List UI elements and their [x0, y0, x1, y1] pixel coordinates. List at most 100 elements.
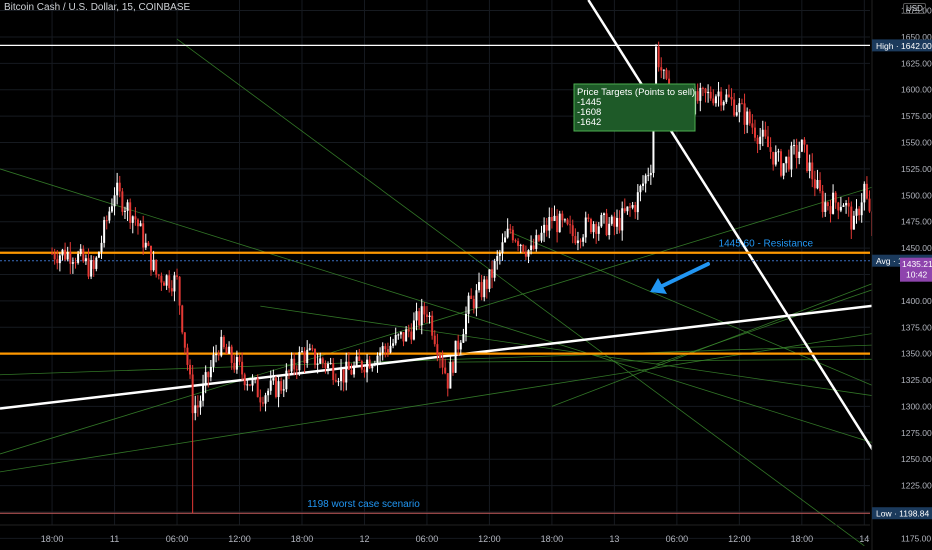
- candle-body: [116, 182, 119, 196]
- candle-body: [121, 191, 124, 212]
- candle-body: [532, 245, 535, 249]
- trendline-green: [551, 260, 932, 407]
- candle-body: [215, 354, 218, 356]
- candle-body: [170, 288, 173, 292]
- price-targets-line: Price Targets (Points to sell): [577, 87, 695, 98]
- candle-body: [327, 363, 330, 369]
- time-axis[interactable]: 18:00 11 06:00 12:00 18:00 12 06:00 12:00 18:00 1…: [0, 524, 870, 544]
- candle-body: [735, 112, 738, 116]
- trendline-green: [176, 38, 865, 547]
- candle-body: [181, 305, 184, 333]
- candle-body: [136, 219, 139, 227]
- candle-body: [709, 91, 712, 99]
- candle-body: [261, 402, 264, 404]
- candle-body: [576, 240, 579, 244]
- level-tag-background: [872, 507, 932, 520]
- candle-body: [597, 226, 600, 234]
- x-tick-label: 18:00: [41, 534, 64, 544]
- y-tick-label: 1525.00: [901, 164, 932, 174]
- candle-body: [274, 378, 277, 398]
- candle-body: [368, 359, 371, 369]
- candle-body: [582, 237, 585, 242]
- candle-body: [61, 249, 64, 256]
- symbol-title: Bitcoin Cash / U.S. Dollar, 15, COINBASE: [4, 2, 191, 13]
- candle-body: [332, 363, 335, 381]
- x-tick-label: 13: [609, 534, 619, 544]
- y-tick-label: 1675.00: [901, 6, 932, 16]
- price-axis[interactable]: 1675.00 1650.00 1625.00 1600.00 1575.00 1550.…: [871, 0, 932, 550]
- candle-body: [795, 145, 798, 159]
- candle-body: [277, 381, 280, 398]
- candle-body: [819, 180, 822, 192]
- candle-body: [712, 98, 715, 104]
- candle-body: [459, 342, 462, 350]
- candle-body: [152, 259, 155, 271]
- candle-body: [662, 69, 665, 71]
- candle-body: [535, 235, 538, 249]
- candle-body: [241, 361, 244, 375]
- candle-body: [579, 240, 582, 242]
- candle-body: [371, 365, 374, 369]
- level-tag-text: High · 1642.00: [876, 41, 932, 51]
- trendline-green: [0, 342, 932, 376]
- candle-body: [64, 249, 67, 260]
- candle-body: [806, 144, 809, 171]
- candle-body: [738, 103, 741, 113]
- candle-body: [384, 346, 387, 350]
- x-tick-label: 18:00: [291, 534, 314, 544]
- candle-body: [407, 329, 410, 332]
- candle-body: [321, 358, 324, 363]
- x-tick-label: 06:00: [666, 534, 689, 544]
- candle-body: [491, 269, 494, 278]
- candle-body: [511, 229, 514, 241]
- arrow-head-icon: [650, 278, 667, 294]
- candle-body: [649, 172, 652, 176]
- candle-body: [353, 365, 356, 375]
- candle-body: [837, 202, 840, 211]
- candle-body: [629, 206, 632, 208]
- candle-body: [316, 363, 319, 365]
- candle-body: [777, 151, 780, 153]
- candle-body: [194, 405, 197, 414]
- y-tick-label: 1400.00: [901, 296, 932, 306]
- candle-body: [730, 96, 733, 100]
- candle-body: [462, 334, 465, 343]
- candle-body: [228, 346, 231, 354]
- candle-body: [355, 356, 358, 366]
- candle-body: [631, 205, 634, 208]
- candle-body: [566, 219, 569, 225]
- candle-body: [626, 206, 629, 212]
- candle-body: [248, 384, 251, 386]
- candle-body: [129, 202, 132, 223]
- candle-body: [636, 192, 639, 213]
- candle-body: [397, 334, 400, 336]
- candle-body: [587, 217, 590, 219]
- candle-body: [134, 216, 137, 220]
- candle-body: [285, 370, 288, 390]
- candle-body: [199, 400, 202, 408]
- candle-body: [647, 175, 650, 177]
- candle-body: [821, 191, 824, 212]
- candle-body: [478, 282, 481, 291]
- candle-body: [329, 363, 332, 365]
- candle-body: [251, 379, 254, 386]
- candle-body: [173, 275, 176, 292]
- candle-body: [701, 87, 704, 89]
- current-price-countdown: 10:42: [906, 270, 928, 280]
- candle-body: [644, 175, 647, 184]
- candle-body: [196, 405, 199, 408]
- candle-body: [769, 147, 772, 152]
- y-tick-label: 1175.00: [901, 533, 931, 543]
- candle-body: [707, 91, 710, 94]
- currency-badge[interactable]: USD: [903, 3, 926, 14]
- candle-body: [472, 298, 475, 309]
- candle-body: [803, 139, 806, 145]
- candle-body: [71, 262, 74, 264]
- candle-body: [444, 367, 447, 374]
- candle-body: [655, 46, 658, 109]
- candle-body: [431, 315, 434, 336]
- x-tick-label: 18:00: [541, 534, 564, 544]
- candle-body: [282, 389, 285, 391]
- candle-body: [470, 295, 473, 299]
